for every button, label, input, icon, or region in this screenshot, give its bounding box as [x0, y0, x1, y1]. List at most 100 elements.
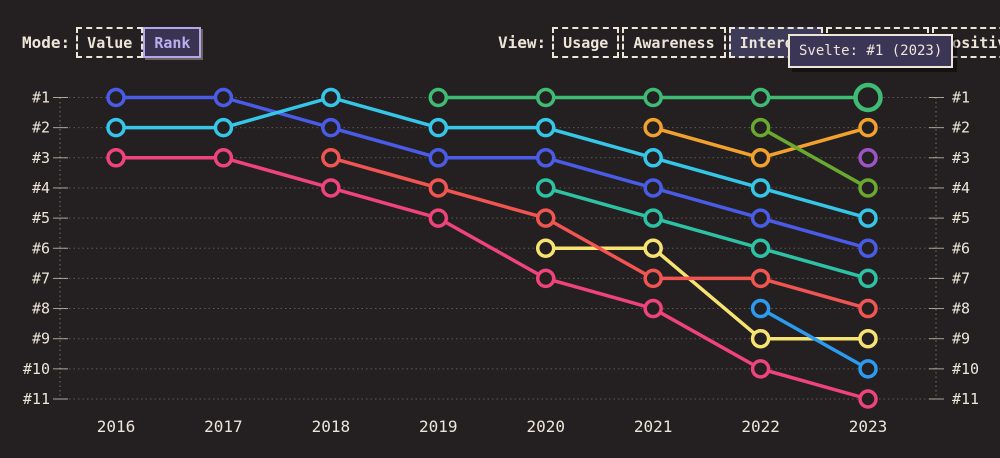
data-point-pink-2016[interactable]: [106, 148, 126, 168]
data-point-Svelte-2021[interactable]: [643, 87, 663, 108]
year-label-2022: 2022: [741, 417, 780, 436]
data-point-orange-2023[interactable]: [858, 117, 878, 138]
data-point-salmon-2022[interactable]: [750, 268, 771, 289]
series-Svelte: [428, 82, 883, 113]
data-point-pink-2020[interactable]: [535, 268, 556, 289]
data-point-salmon-2018[interactable]: [321, 148, 341, 168]
data-point-light-blue-2023[interactable]: [858, 359, 878, 379]
data-point-yellow-2020[interactable]: [535, 238, 556, 258]
data-point-yellow-2021[interactable]: [643, 238, 663, 258]
data-point-Svelte-2022[interactable]: [750, 87, 771, 108]
data-point-pink-2021[interactable]: [643, 298, 663, 319]
data-point-orange-2021[interactable]: [643, 117, 663, 138]
view-button-usage[interactable]: Usage: [552, 27, 620, 58]
rank-label-left: #9: [32, 330, 50, 348]
data-point-Svelte-2020[interactable]: [535, 87, 556, 108]
rank-label-right: #2: [952, 119, 970, 137]
data-point-teal-2023[interactable]: [858, 268, 878, 289]
mode-buttons: Value Rank: [76, 27, 202, 58]
mode-button-rank[interactable]: Rank: [143, 27, 202, 58]
data-point-orange-2022[interactable]: [750, 148, 771, 168]
data-point-teal-2022[interactable]: [750, 238, 771, 258]
year-label-2019: 2019: [419, 417, 458, 436]
data-point-pink-2022[interactable]: [750, 359, 771, 379]
rank-label-left: #3: [32, 149, 50, 167]
series-yellow: [535, 238, 878, 349]
rank-label-left: #5: [32, 209, 50, 227]
data-point-blue-2016[interactable]: [106, 87, 126, 108]
data-point-cyan-2020[interactable]: [535, 117, 556, 138]
data-point-pink-2023[interactable]: [858, 389, 878, 409]
data-point-teal-2021[interactable]: [643, 208, 663, 228]
data-point-blue-2017[interactable]: [213, 87, 234, 108]
data-point-salmon-2023[interactable]: [858, 298, 878, 319]
data-point-purple-2023[interactable]: [858, 148, 878, 168]
year-label-2023: 2023: [849, 417, 888, 436]
mode-button-value[interactable]: Value: [76, 27, 144, 58]
series-cyan: [106, 87, 878, 228]
data-point-teal-2020[interactable]: [535, 178, 556, 198]
data-point-cyan-2021[interactable]: [643, 148, 663, 168]
rank-label-right: #7: [952, 269, 970, 287]
rank-label-right: #6: [952, 239, 970, 257]
year-label-2021: 2021: [634, 417, 673, 436]
data-point-blue-2019[interactable]: [428, 148, 449, 168]
rank-label-right: #4: [952, 179, 970, 197]
data-point-cyan-2019[interactable]: [428, 117, 449, 138]
mode-toggle-group: Mode: Value Rank: [22, 27, 202, 58]
view-button-awareness[interactable]: Awareness: [622, 27, 726, 58]
rank-label-left: #6: [32, 239, 50, 257]
rank-label-right: #11: [952, 390, 979, 408]
year-label-2016: 2016: [97, 417, 136, 436]
series-line-salmon: [329, 156, 870, 311]
data-point-green-2022[interactable]: [750, 117, 771, 138]
data-point-cyan-2022[interactable]: [750, 178, 771, 198]
series-teal: [535, 178, 878, 289]
rank-label-left: #2: [32, 119, 50, 137]
rank-label-right: #3: [952, 149, 970, 167]
series-line-blue: [114, 95, 870, 250]
data-point-Svelte-2023-hovered[interactable]: [853, 82, 883, 113]
series-line-cyan: [114, 95, 870, 220]
data-point-Svelte-2019[interactable]: [428, 87, 449, 108]
rank-label-left: #7: [32, 269, 50, 287]
view-label: View:: [498, 33, 547, 52]
data-point-light-blue-2022[interactable]: [750, 298, 771, 319]
data-point-blue-2023[interactable]: [858, 238, 878, 258]
rank-label-left: #10: [23, 360, 50, 378]
data-point-blue-2022[interactable]: [750, 208, 771, 228]
data-point-salmon-2021[interactable]: [643, 268, 663, 289]
hover-tooltip: Svelte: #1 (2023): [788, 34, 954, 68]
series-line-teal: [543, 186, 870, 281]
tooltip-text: Svelte: #1 (2023): [799, 43, 943, 59]
data-point-pink-2017[interactable]: [213, 148, 234, 168]
series-line-light-blue: [758, 306, 870, 371]
data-point-blue-2021[interactable]: [643, 178, 663, 198]
rank-label-right: #10: [952, 360, 979, 378]
data-point-blue-2020[interactable]: [535, 148, 556, 168]
data-point-salmon-2020[interactable]: [535, 208, 556, 228]
series-salmon: [321, 148, 878, 319]
rank-label-left: #4: [32, 179, 50, 197]
data-point-cyan-2017[interactable]: [213, 117, 234, 138]
data-point-yellow-2022[interactable]: [750, 328, 771, 349]
data-point-salmon-2019[interactable]: [428, 178, 449, 198]
year-label-2017: 2017: [204, 417, 243, 436]
series-light-blue: [750, 298, 878, 379]
data-point-cyan-2016[interactable]: [106, 117, 126, 138]
rank-label-right: #5: [952, 209, 970, 227]
data-point-pink-2018[interactable]: [321, 178, 341, 198]
series-green: [750, 117, 878, 198]
data-point-pink-2019[interactable]: [428, 208, 449, 228]
data-point-cyan-2023[interactable]: [858, 208, 878, 228]
series-line-pink: [114, 156, 870, 401]
data-point-cyan-2018[interactable]: [321, 87, 341, 108]
data-point-green-2023[interactable]: [858, 178, 878, 198]
series-blue: [106, 87, 878, 258]
series-purple: [858, 148, 878, 168]
data-point-yellow-2023[interactable]: [858, 328, 878, 349]
rank-label-right: #9: [952, 330, 970, 348]
data-point-blue-2018[interactable]: [321, 117, 341, 138]
